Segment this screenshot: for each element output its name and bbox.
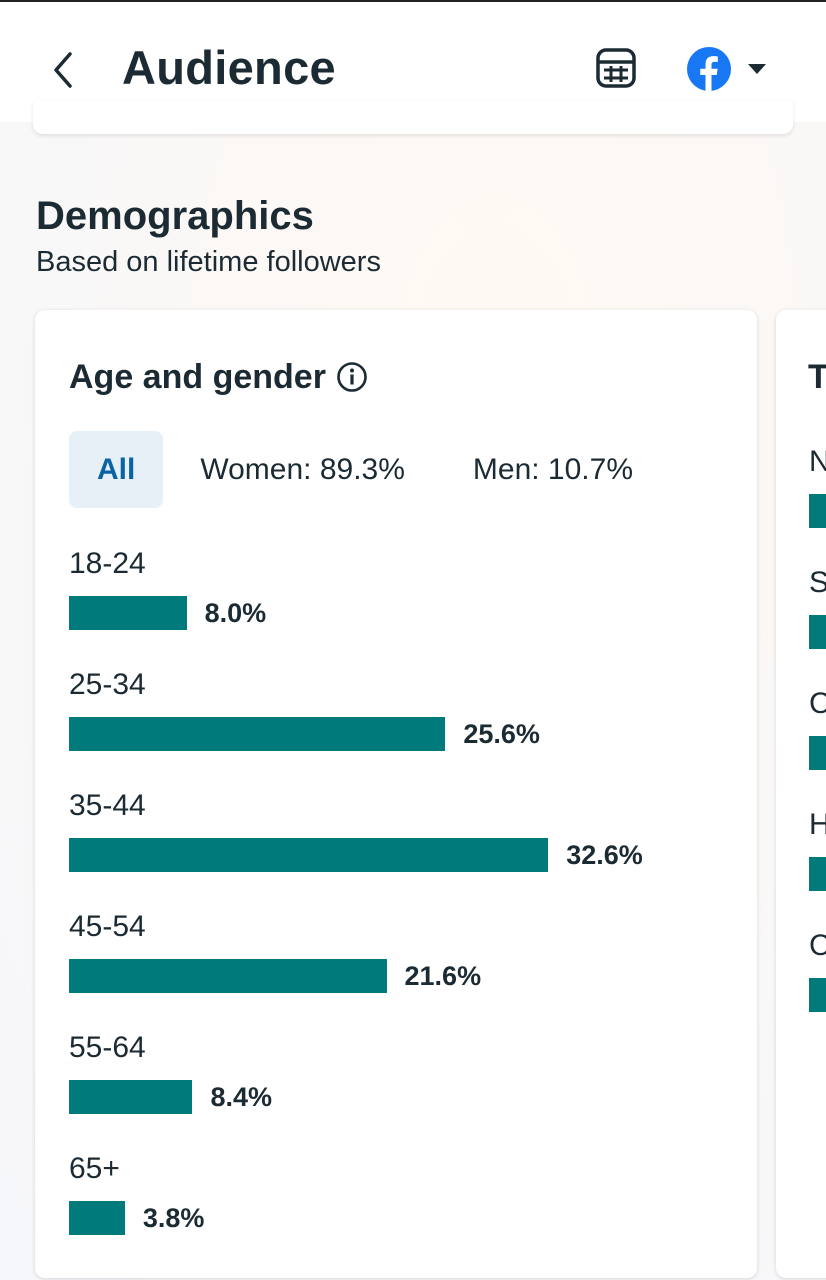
- chevron-left-icon: [54, 52, 72, 88]
- facebook-logo-icon: [687, 47, 731, 91]
- next-card-title: T: [808, 358, 826, 396]
- age-value-label: 8.0%: [204, 598, 267, 628]
- next-card-bar: [809, 857, 826, 891]
- age-value-label: 3.8%: [142, 1203, 205, 1233]
- section-title: Demographics: [36, 194, 314, 238]
- next-card-label: H: [809, 808, 826, 841]
- age-label: 65+: [69, 1152, 120, 1185]
- age-value-label: 25.6%: [463, 719, 540, 749]
- next-card-label: N: [809, 445, 826, 478]
- calculator-button[interactable]: [590, 42, 642, 94]
- next-card-bar: [809, 736, 826, 770]
- age-bar-chart: 18-24 8.0% 25-34 25.6% 35-44 32.6% 45-54 21.6% 5…: [69, 546, 749, 1246]
- age-value-label: 8.4%: [210, 1082, 273, 1112]
- age-label: 55-64: [69, 1031, 146, 1064]
- info-icon[interactable]: [336, 361, 368, 393]
- next-card-label: C: [809, 687, 826, 720]
- next-card-bar: [809, 615, 826, 649]
- filter-all[interactable]: All: [69, 431, 164, 508]
- back-button[interactable]: [40, 42, 86, 98]
- next-card-bar: [809, 494, 826, 528]
- age-gender-card: Age and gender All Women: 89.3% Men: 10.…: [35, 310, 757, 1278]
- age-bar[interactable]: [69, 838, 549, 872]
- status-divider: [0, 0, 826, 2]
- caret-down-icon: [748, 64, 766, 74]
- age-bar[interactable]: [69, 1201, 125, 1235]
- account-switcher[interactable]: [686, 42, 776, 96]
- page-title: Audience: [122, 41, 336, 94]
- filter-women[interactable]: Women: 89.3%: [200, 452, 405, 486]
- gender-filter-tabs: All Women: 89.3% Men: 10.7%: [69, 431, 633, 508]
- section-subtitle: Based on lifetime followers: [36, 246, 381, 278]
- age-bar[interactable]: [69, 596, 187, 630]
- age-label: 25-34: [69, 668, 146, 701]
- previous-card-edge: [33, 100, 793, 134]
- calculator-icon: [596, 48, 636, 88]
- card-title: Age and gender: [69, 356, 368, 398]
- age-bar[interactable]: [69, 959, 387, 993]
- age-label: 45-54: [69, 910, 146, 943]
- next-card-partial: T N S C H C: [776, 310, 826, 1278]
- next-card-label: S: [809, 566, 826, 599]
- age-bar[interactable]: [69, 1080, 193, 1114]
- next-card-label: C: [809, 929, 826, 962]
- card-title-text: Age and gender: [69, 358, 326, 396]
- age-label: 18-24: [69, 547, 146, 580]
- age-value-label: 21.6%: [404, 961, 482, 991]
- age-label: 35-44: [69, 789, 146, 822]
- age-value-label: 32.6%: [566, 840, 643, 870]
- age-bar[interactable]: [69, 717, 446, 751]
- next-card-bar: [809, 978, 826, 1012]
- filter-men[interactable]: Men: 10.7%: [472, 452, 633, 486]
